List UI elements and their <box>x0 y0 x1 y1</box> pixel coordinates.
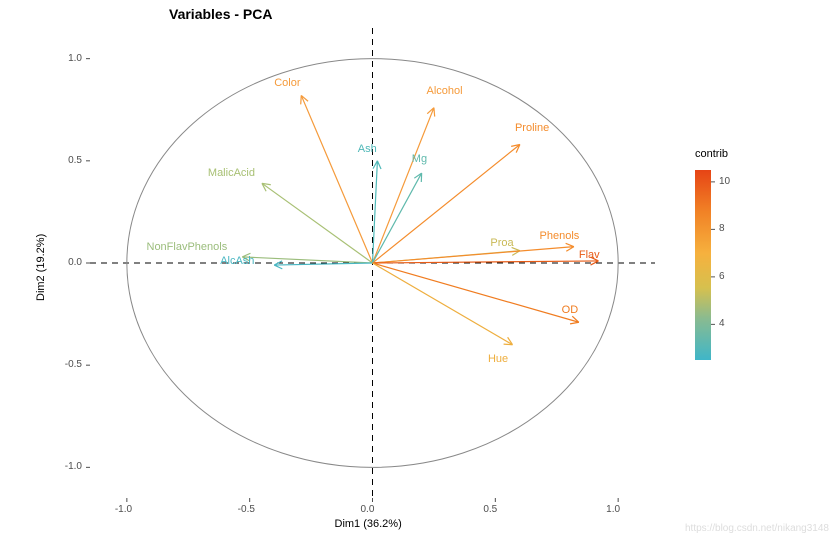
x-tick-label: 1.0 <box>606 504 620 515</box>
legend-tick-label: 4 <box>719 318 725 329</box>
variable-label: Proline <box>515 122 549 134</box>
x-tick-label: -1.0 <box>115 504 132 515</box>
y-axis-label: Dim2 (19.2%) <box>35 234 47 301</box>
variable-label: Color <box>274 77 300 89</box>
variable-label: Hue <box>488 353 508 365</box>
x-axis-label: Dim1 (36.2%) <box>335 518 402 530</box>
chart-container: Variables - PCA ColorAlcoholProlineAshMg… <box>0 0 835 538</box>
variable-label: Phenols <box>540 230 580 242</box>
y-tick-label: 1.0 <box>68 53 82 64</box>
x-tick-label: 0.0 <box>361 504 375 515</box>
y-tick-label: -1.0 <box>65 461 82 472</box>
x-tick-label: -0.5 <box>238 504 255 515</box>
variable-label: MalicAcid <box>208 167 255 179</box>
legend-tick-label: 8 <box>719 223 725 234</box>
y-tick-label: 0.5 <box>68 155 82 166</box>
legend-title: contrib <box>695 148 728 160</box>
y-tick-label: 0.0 <box>68 257 82 268</box>
variable-label: NonFlavPhenols <box>147 241 228 253</box>
plot-svg <box>0 0 835 538</box>
variable-label: OD <box>562 304 579 316</box>
variable-label: Proa <box>490 237 513 249</box>
variable-label: Ash <box>358 143 377 155</box>
legend-tick-label: 6 <box>719 271 725 282</box>
legend-tick-label: 10 <box>719 176 730 187</box>
variable-label: Alcohol <box>427 85 463 97</box>
watermark: https://blog.csdn.net/nikang3148 <box>685 523 829 534</box>
x-tick-label: 0.5 <box>483 504 497 515</box>
variable-label: Flav <box>579 249 600 261</box>
variable-label: AlcAsh <box>220 255 254 267</box>
variable-label: Mg <box>412 153 427 165</box>
y-tick-label: -0.5 <box>65 359 82 370</box>
